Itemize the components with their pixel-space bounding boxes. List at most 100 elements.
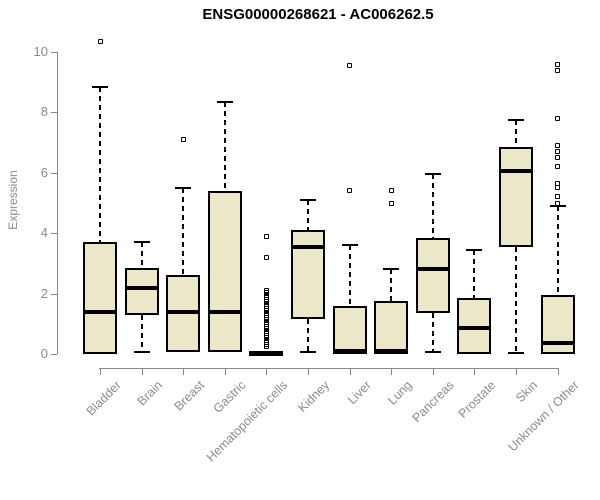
upper-whisker-cap <box>383 268 400 271</box>
y-axis-tick-label: 6 <box>40 164 48 180</box>
upper-whisker <box>223 101 226 191</box>
lower-whisker-cap <box>133 351 150 354</box>
box <box>415 237 450 314</box>
y-axis-tick-label: 8 <box>40 104 48 120</box>
upper-whisker <box>431 174 434 238</box>
median-line <box>499 169 533 174</box>
outlier-point <box>555 164 561 170</box>
outlier-point <box>347 188 353 194</box>
y-axis-tick <box>51 52 57 53</box>
outlier-point <box>555 155 561 161</box>
outlier-point <box>555 185 561 191</box>
outlier-point <box>263 343 269 349</box>
lower-whisker-cap <box>508 352 524 355</box>
upper-whisker-cap <box>133 241 150 244</box>
x-axis-category-label: Gastric <box>210 378 249 416</box>
lower-whisker-cap <box>424 351 441 354</box>
lower-whisker <box>431 313 434 353</box>
box <box>83 242 117 354</box>
median-line <box>374 348 409 353</box>
upper-whisker-cap <box>508 118 524 121</box>
upper-whisker-cap <box>424 173 441 176</box>
median-line <box>207 309 242 314</box>
x-axis-category-label: Hematopoietic cells <box>203 378 291 465</box>
upper-whisker <box>140 242 143 268</box>
median-line <box>124 285 159 290</box>
upper-whisker <box>556 206 559 296</box>
box <box>499 147 533 247</box>
median-line <box>291 244 325 249</box>
y-axis-tick <box>51 233 57 235</box>
outlier-point <box>555 115 561 121</box>
box <box>374 301 409 354</box>
y-axis-tick <box>51 112 57 114</box>
box <box>457 298 492 354</box>
x-axis-category-label: Lung <box>385 378 416 408</box>
x-axis-tick <box>474 369 476 375</box>
y-axis-line <box>57 52 58 354</box>
x-axis-tick <box>432 369 434 375</box>
chart-title: ENSG00000268621 - AC006262.5 <box>202 6 434 23</box>
upper-whisker <box>348 245 351 306</box>
upper-whisker <box>99 86 101 243</box>
x-axis-category-label: Bladder <box>83 378 124 419</box>
upper-whisker-cap <box>216 100 233 103</box>
x-axis-tick <box>183 369 185 375</box>
outlier-point <box>555 149 561 155</box>
outlier-point <box>555 180 561 186</box>
y-axis-tick-label: 4 <box>40 225 48 241</box>
median-line <box>332 348 367 353</box>
upper-whisker-cap <box>341 244 358 247</box>
x-axis-tick <box>266 369 268 375</box>
x-axis-category-label: Kidney <box>294 378 332 415</box>
x-axis-tick <box>391 369 393 375</box>
y-axis-tick <box>51 354 57 355</box>
y-axis-tick <box>51 293 57 295</box>
upper-whisker-cap <box>466 248 483 251</box>
outlier-point <box>263 254 269 260</box>
box <box>207 190 242 353</box>
outlier-point <box>555 194 561 200</box>
x-axis-category-label: Breast <box>171 378 208 414</box>
x-axis-tick <box>557 369 559 375</box>
x-axis-category-label: Liver <box>344 378 374 408</box>
lower-whisker <box>307 319 309 353</box>
y-axis-tick-label: 2 <box>40 285 48 301</box>
outlier-point <box>555 67 561 73</box>
box <box>124 267 159 315</box>
upper-whisker <box>307 199 309 231</box>
x-axis-category-label: Unknown / Other <box>505 378 582 455</box>
outlier-point <box>347 63 353 69</box>
outlier-point <box>388 200 394 206</box>
box <box>291 230 325 320</box>
median-line <box>415 267 450 272</box>
y-axis-label: Expression <box>6 170 20 230</box>
lower-whisker-cap <box>300 351 316 354</box>
x-axis-tick <box>100 369 101 375</box>
y-axis-tick <box>51 172 57 174</box>
outlier-point <box>555 61 561 67</box>
upper-whisker-cap <box>175 186 192 189</box>
x-axis-tick <box>516 369 517 375</box>
outlier-point <box>180 137 186 143</box>
box <box>332 305 367 354</box>
x-axis-tick <box>349 369 351 375</box>
upper-whisker <box>515 119 517 148</box>
median-line <box>540 341 575 346</box>
x-axis-line <box>99 368 559 369</box>
box <box>166 275 201 353</box>
x-axis-category-label: Prostate <box>455 378 499 421</box>
upper-whisker <box>182 187 185 276</box>
upper-whisker-cap <box>92 85 108 88</box>
outlier-point <box>555 200 561 206</box>
x-axis-category-label: Pancreas <box>409 378 457 426</box>
upper-whisker-cap <box>549 205 566 208</box>
median-line <box>249 351 284 356</box>
y-axis-tick-label: 10 <box>33 44 48 59</box>
median-line <box>457 326 492 331</box>
upper-whisker <box>473 249 476 299</box>
x-axis-category-label: Brain <box>134 378 166 409</box>
upper-whisker <box>390 269 393 302</box>
x-axis-tick <box>224 369 226 375</box>
